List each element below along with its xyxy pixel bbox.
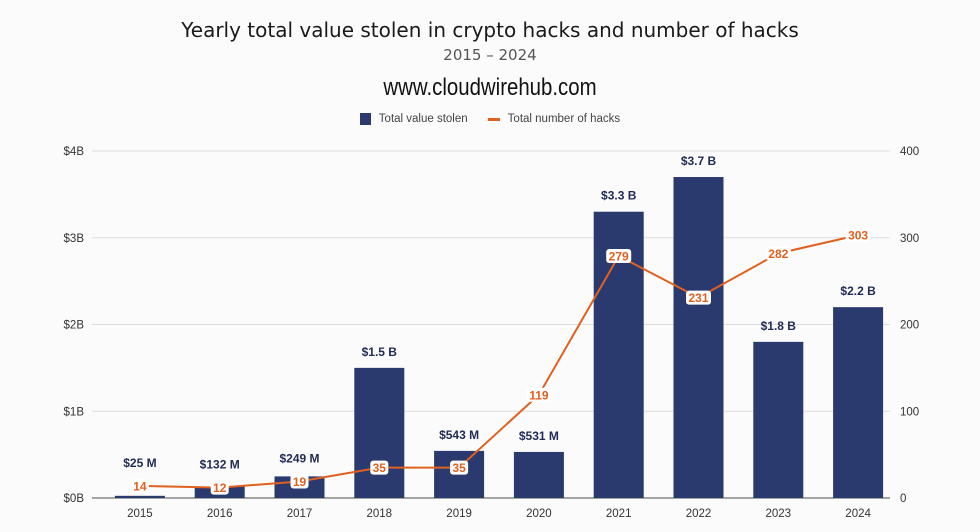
hacks-data-label: 231 [688,291,708,305]
bar-data-label: $1.5 B [362,345,398,359]
x-tick-label: 2021 [606,508,632,520]
x-tick-label: 2022 [686,508,712,520]
legend-label-hacks: Total number of hacks [507,113,621,125]
x-tick-label: 2017 [287,508,313,520]
hacks-data-label: 12 [213,481,227,495]
y-right-tick-label: 300 [900,233,919,245]
legend: Total value stolen Total number of hacks [0,113,980,125]
bar-data-label: $1.8 B [761,319,797,333]
bar [833,307,884,498]
x-tick-label: 2015 [127,508,153,520]
chart-subtitle: 2015 – 2024 [443,46,537,64]
x-tick-label: 2019 [446,508,472,520]
bar [354,367,405,498]
hacks-data-label: 119 [529,388,549,402]
y-left-tick-label: $2B [64,320,85,332]
bar-data-label: $132 M [200,458,240,472]
bar-data-label: $2.2 B [840,284,876,298]
hacks-line [139,234,859,489]
bar-data-label: $249 M [279,452,319,466]
hacks-label-bg [606,248,632,263]
x-tick-label: 2024 [845,508,871,520]
hacks-label-bg [765,246,791,261]
hacks-data-label: 19 [293,475,307,489]
x-tick-label: 2016 [207,508,233,520]
bar-data-label: $25 M [123,456,156,470]
hacks-data-label: 282 [768,247,788,261]
bar [513,451,564,498]
bar [673,177,724,498]
y-left-tick-label: $1B [64,406,85,418]
chart-title: Yearly total value stolen in crypto hack… [181,18,799,42]
hacks-label-bg [290,474,309,489]
legend-swatch-line [487,117,500,121]
y-right-tick-label: 100 [900,406,919,418]
hacks-data-label: 279 [609,249,629,263]
hacks-data-label: 303 [848,229,868,243]
hacks-label-bg [450,460,469,475]
hacks-label-bg [686,290,711,305]
watermark: www.cloudwirehub.com [383,74,597,101]
y-right-tick-label: 0 [900,493,906,505]
bar-data-label: $531 M [519,429,559,443]
hacks-label-bg [210,480,229,495]
hacks-label-bg [130,478,149,493]
y-left-tick-label: $0B [64,493,85,505]
hacks-data-label: 14 [133,479,147,493]
hacks-data-label: 35 [373,461,387,475]
bar-data-label: $3.7 B [681,154,717,168]
y-left-tick-label: $3B [64,233,85,245]
bar-data-label: $543 M [439,428,479,442]
x-tick-label: 2023 [766,508,792,520]
legend-item-value: Total value stolen [359,113,468,125]
y-right-tick-label: 400 [900,146,919,158]
bar [753,341,804,498]
y-right-tick-label: 200 [900,320,919,332]
hacks-label-bg [845,228,871,243]
hacks-data-label: 35 [452,461,466,475]
y-left-tick-label: $4B [64,146,85,158]
legend-label-value: Total value stolen [378,113,468,125]
x-tick-label: 2020 [526,508,552,520]
x-tick-label: 2018 [367,508,393,520]
bar-data-label: $3.3 B [601,189,637,203]
legend-swatch-bar [359,113,371,125]
hacks-label-bg [526,387,552,402]
bar [114,495,165,498]
legend-item-hacks: Total number of hacks [487,113,621,125]
hacks-label-bg [370,460,389,475]
